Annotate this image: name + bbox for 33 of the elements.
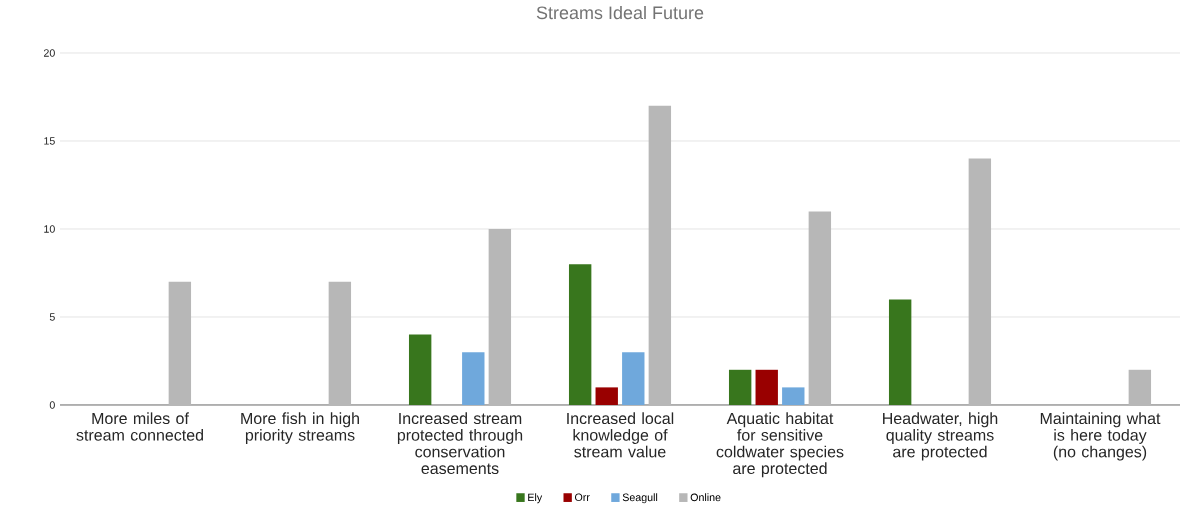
bar <box>968 158 992 405</box>
legend-label: Orr <box>575 493 590 501</box>
bar <box>755 369 778 405</box>
bar <box>168 281 192 405</box>
y-tick-label: 15 <box>44 137 55 145</box>
y-tick-label: 20 <box>43 49 55 57</box>
bar <box>648 105 672 405</box>
bar <box>888 299 912 405</box>
legend-label: Seagull <box>622 493 658 504</box>
y-tick-label: 0 <box>49 401 55 409</box>
bar <box>462 352 485 405</box>
bar <box>728 369 752 405</box>
chart-title: Streams Ideal Future <box>536 5 704 20</box>
bar <box>1128 369 1152 405</box>
legend-label: Ely <box>528 493 543 504</box>
bar <box>595 387 618 405</box>
bar <box>782 387 805 405</box>
y-tick-label: 5 <box>49 313 55 321</box>
y-tick-label: 10 <box>44 225 55 233</box>
bar <box>488 228 512 405</box>
x-tick-label: Headwater, high quality streams are protected <box>883 412 998 461</box>
x-tick-label: Aquatic habitat for sensitive coldwater species are protected <box>716 412 844 478</box>
bar <box>408 334 432 405</box>
x-tick-label: More fish in high priority streams <box>241 412 359 444</box>
legend-label: Online <box>690 493 721 502</box>
x-tick-label: Maintaining what is here today (no changes) <box>1040 412 1161 461</box>
bar <box>622 352 645 405</box>
bar <box>808 211 832 405</box>
x-tick-label: Increased stream protected through conservation easements <box>397 412 523 475</box>
bar <box>328 281 352 405</box>
bar <box>568 264 592 405</box>
x-tick-label: More miles of stream connected <box>76 412 203 441</box>
x-tick-label: Increased local knowledge of stream value <box>567 412 674 458</box>
